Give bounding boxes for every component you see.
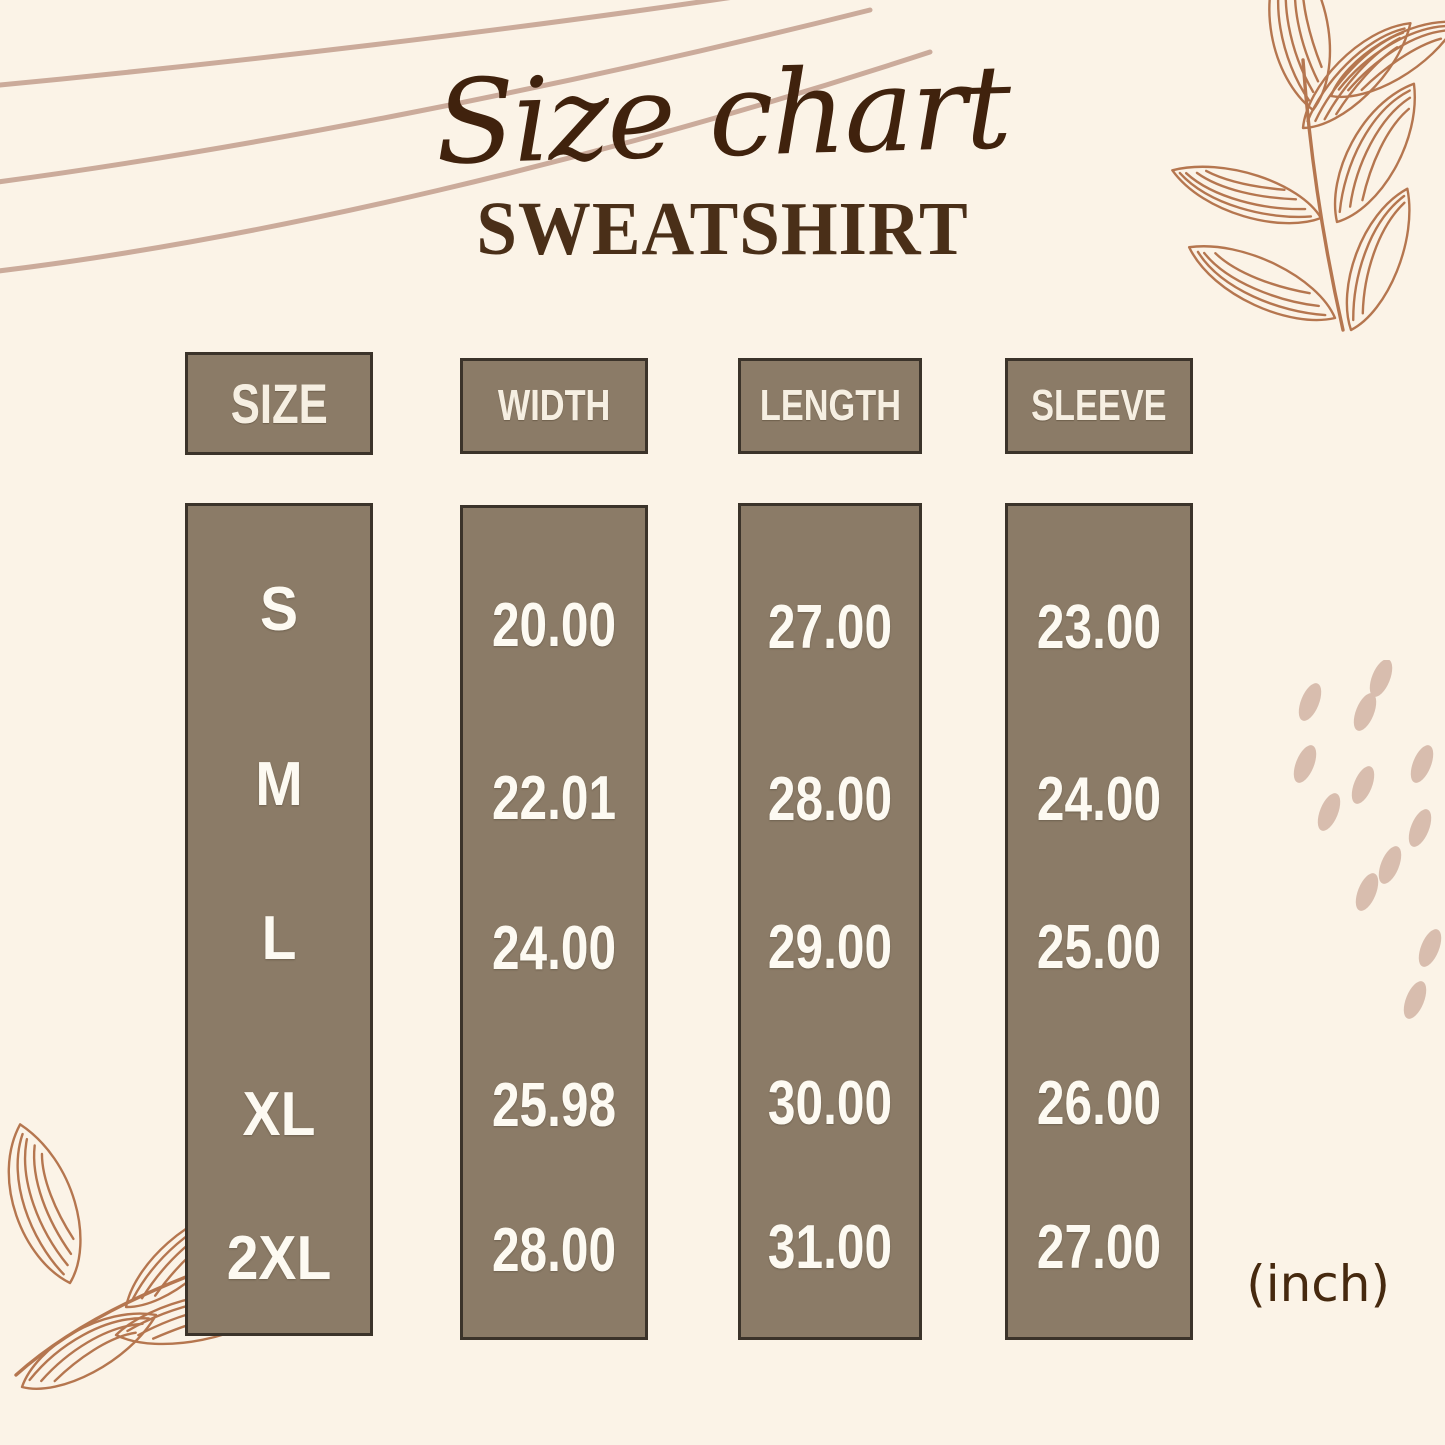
cell-sleeve-2xl: 27.00 xyxy=(1036,1213,1162,1282)
cell-size-m: M xyxy=(255,750,303,819)
cell-length-m: 28.00 xyxy=(767,765,893,834)
cell-size-l: L xyxy=(261,904,297,973)
cell-size-s: S xyxy=(259,575,299,644)
page-title-product: SWEATSHIRT xyxy=(476,186,969,271)
table-column-sleeve: 23.00 24.00 25.00 26.00 27.00 xyxy=(1005,503,1193,1340)
cell-size-2xl: 2XL xyxy=(226,1224,332,1293)
cell-sleeve-m: 24.00 xyxy=(1036,765,1162,834)
title-block: Size chart SWEATSHIRT xyxy=(0,40,1445,271)
table-column-length: 27.00 28.00 29.00 30.00 31.00 xyxy=(738,503,922,1340)
table-column-size: S M L XL 2XL xyxy=(185,503,373,1336)
unit-note: (inch) xyxy=(1246,1255,1390,1313)
cell-length-l: 29.00 xyxy=(767,913,893,982)
cell-size-xl: XL xyxy=(242,1080,316,1149)
cell-sleeve-xl: 26.00 xyxy=(1036,1069,1162,1138)
table-header-length: LENGTH xyxy=(738,358,922,454)
cell-width-l: 24.00 xyxy=(491,914,617,983)
cell-width-2xl: 28.00 xyxy=(491,1216,617,1285)
cell-length-xl: 30.00 xyxy=(767,1069,893,1138)
table-header-size: SIZE xyxy=(185,352,373,455)
cell-sleeve-l: 25.00 xyxy=(1036,913,1162,982)
cell-length-s: 27.00 xyxy=(767,593,893,662)
table-column-width: 20.00 22.01 24.00 25.98 28.00 xyxy=(460,505,648,1340)
cell-sleeve-s: 23.00 xyxy=(1036,593,1162,662)
cell-width-s: 20.00 xyxy=(491,591,617,660)
table-header-width: WIDTH xyxy=(460,358,648,454)
cell-length-2xl: 31.00 xyxy=(767,1213,893,1282)
table-header-sleeve: SLEEVE xyxy=(1005,358,1193,454)
cell-width-m: 22.01 xyxy=(491,764,617,833)
cell-width-xl: 25.98 xyxy=(491,1071,617,1140)
